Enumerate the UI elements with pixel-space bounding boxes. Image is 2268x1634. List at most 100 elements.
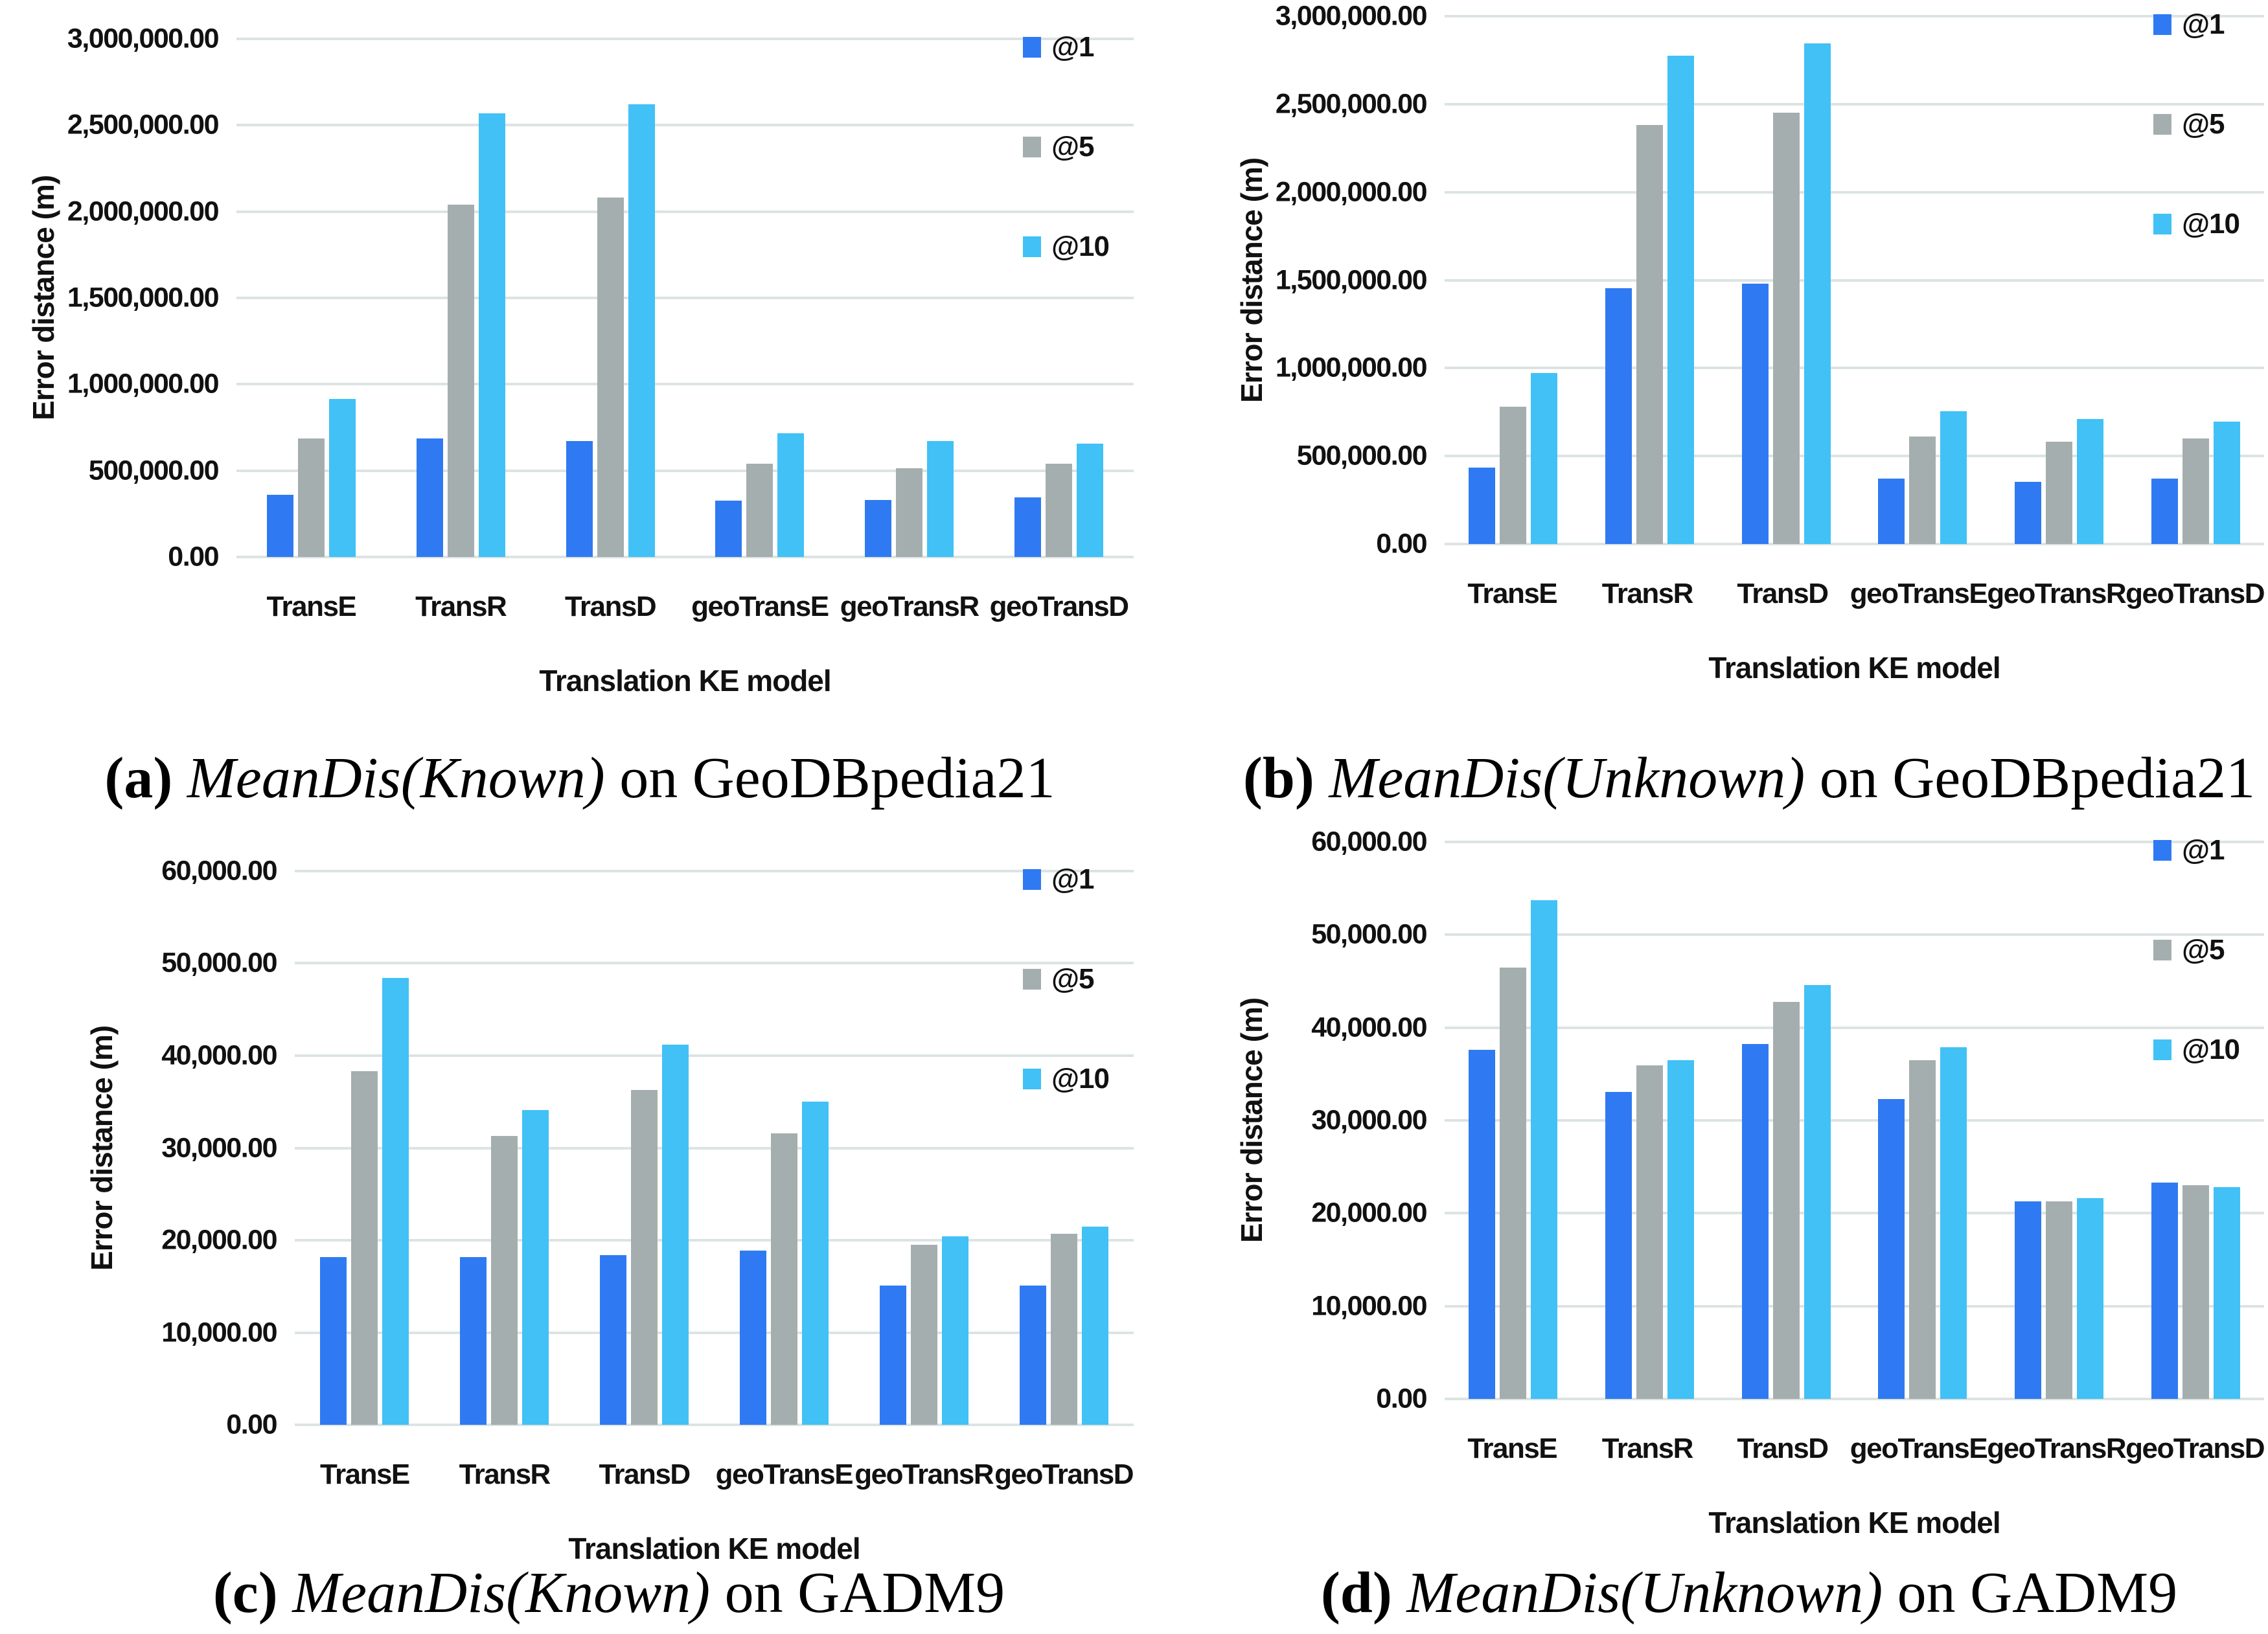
y-tick-label: 10,000.00 xyxy=(161,1317,277,1348)
y-tick-label: 30,000.00 xyxy=(1311,1104,1427,1136)
bar-group-TransD xyxy=(575,871,715,1425)
x-tick-label-TransD: TransD xyxy=(599,1458,691,1490)
bar-@5-TransE xyxy=(297,438,325,557)
bar-@5-geoTransE xyxy=(1909,1060,1936,1399)
bar-@5-geoTransD xyxy=(1050,1234,1077,1425)
bar-@1-TransE xyxy=(266,495,293,557)
plot-area: @1 @5 @10 xyxy=(236,31,1134,558)
bar-group-TransD xyxy=(536,39,685,557)
x-tick-label-geoTransD: geoTransD xyxy=(989,591,1129,622)
x-tick-label-TransE: TransE xyxy=(266,591,357,622)
gridline xyxy=(295,1146,1134,1150)
caption-method: MeanDis(Known) xyxy=(292,1561,711,1625)
y-tick-label: 500,000.00 xyxy=(88,455,220,486)
bar-@10-TransD xyxy=(1804,984,1831,1399)
gridline xyxy=(1445,278,2264,282)
legend-swatch-icon xyxy=(1023,236,1042,257)
x-tick-label-geoTransE: geoTransE xyxy=(715,1458,854,1490)
bar-@10-TransE xyxy=(328,399,356,557)
bar-@5-TransR xyxy=(491,1135,518,1425)
x-tick-label-geoTransR: geoTransR xyxy=(854,1458,994,1490)
y-tick-label: 20,000.00 xyxy=(1311,1197,1427,1229)
gridline xyxy=(1445,1398,2264,1400)
bar-@10-TransR xyxy=(522,1110,549,1425)
x-tick-label-TransD: TransD xyxy=(1737,578,1829,609)
bar-@1-geoTransR xyxy=(879,1285,906,1425)
bar-@5-TransE xyxy=(351,1071,378,1425)
legend-item-@10: @10 xyxy=(2153,208,2240,240)
bar-@5-TransE xyxy=(1499,967,1526,1399)
bar-group-TransE xyxy=(236,39,386,557)
legend: @1 @5 @10 xyxy=(1023,863,1110,1095)
gridline xyxy=(1445,455,2264,458)
gridline xyxy=(1445,1212,2264,1215)
bar-@10-TransD xyxy=(662,1044,689,1425)
bar-groups xyxy=(1445,842,2264,1399)
bar-@10-geoTransE xyxy=(1940,1047,1967,1399)
caption-label: (a) xyxy=(104,746,173,810)
bar-@5-geoTransR xyxy=(910,1245,937,1425)
y-tick-label: 1,500,000.00 xyxy=(1275,264,1428,295)
x-tick-label-geoTransR: geoTransR xyxy=(1987,1433,2126,1464)
gridline xyxy=(295,1238,1134,1242)
gridline xyxy=(236,210,1134,213)
bar-group-TransE xyxy=(295,871,435,1425)
bar-@10-geoTransR xyxy=(941,1236,968,1425)
y-tick-label: 1,000,000.00 xyxy=(67,368,220,400)
y-tick-label: 2,000,000.00 xyxy=(67,196,220,227)
x-tick-label-TransD: TransD xyxy=(564,591,657,622)
bar-group-geoTransE xyxy=(714,871,854,1425)
legend-swatch-icon xyxy=(1023,969,1042,990)
bar-@5-geoTransE xyxy=(746,464,773,557)
gridline xyxy=(236,556,1134,558)
gridline xyxy=(295,1054,1134,1057)
x-tick-label-geoTransR: geoTransR xyxy=(840,591,979,622)
bar-@10-TransR xyxy=(478,113,505,557)
gridline xyxy=(1445,15,2264,17)
y-tick-label: 0.00 xyxy=(168,541,219,573)
plot-area: @1 @5 @10 xyxy=(1445,834,2264,1400)
bar-@5-TransD xyxy=(1772,1001,1800,1399)
x-tick-label-TransD: TransD xyxy=(1737,1433,1829,1464)
bar-@10-geoTransE xyxy=(801,1102,829,1425)
legend-swatch-icon xyxy=(2153,114,2172,135)
x-tick-label-TransR: TransR xyxy=(1601,1433,1694,1464)
gridline xyxy=(236,383,1134,386)
bar-group-TransD xyxy=(1718,16,1855,544)
legend-item-@5: @5 xyxy=(2153,934,2239,966)
x-axis-tick-labels: TransE TransR TransD geoTransE geoTransR geoT… xyxy=(1445,1433,2265,1465)
bar-@1-geoTransD xyxy=(1014,497,1042,557)
bar-@5-geoTransD xyxy=(2182,1185,2210,1399)
bar-@5-TransR xyxy=(447,205,474,557)
legend-item-@1: @1 xyxy=(2153,8,2239,41)
bar-@1-TransR xyxy=(416,438,443,557)
y-tick-label: 1,500,000.00 xyxy=(67,282,220,313)
bar-group-TransD xyxy=(1718,842,1855,1399)
bar-@1-TransR xyxy=(460,1256,487,1425)
bar-@1-TransD xyxy=(600,1254,627,1425)
gridline xyxy=(1445,190,2264,194)
bar-group-TransR xyxy=(386,39,536,557)
chart-panel-b: Error distance (m) 3,000,000.00 2,500,000… xyxy=(1234,1,2265,685)
bar-@1-TransR xyxy=(1605,288,1632,544)
legend-item-@5: @5 xyxy=(2153,108,2239,141)
bar-@10-TransE xyxy=(1530,373,1557,544)
bar-@1-geoTransR xyxy=(865,500,892,557)
legend-label: @1 xyxy=(1051,31,1094,63)
bar-@1-geoTransE xyxy=(715,501,742,557)
y-tick-label: 60,000.00 xyxy=(161,855,277,887)
bar-group-TransR xyxy=(435,871,575,1425)
x-tick-label-geoTransE: geoTransE xyxy=(1850,1433,1988,1464)
bar-@1-TransD xyxy=(1741,283,1769,544)
y-tick-label: 50,000.00 xyxy=(161,947,277,979)
legend-label: @10 xyxy=(2182,208,2240,240)
bar-group-TransR xyxy=(1581,16,1718,544)
bar-@10-geoTransR xyxy=(2077,419,2104,544)
bar-@5-TransD xyxy=(1772,113,1800,544)
x-tick-label-TransR: TransR xyxy=(459,1458,551,1490)
legend-item-@10: @10 xyxy=(2153,1034,2240,1066)
chart-panel-d: Error distance (m) 60,000.00 50,000.00 40,… xyxy=(1234,826,2265,1540)
caption-dataset: on GADM9 xyxy=(1897,1561,2178,1625)
bar-@1-TransE xyxy=(320,1256,347,1425)
